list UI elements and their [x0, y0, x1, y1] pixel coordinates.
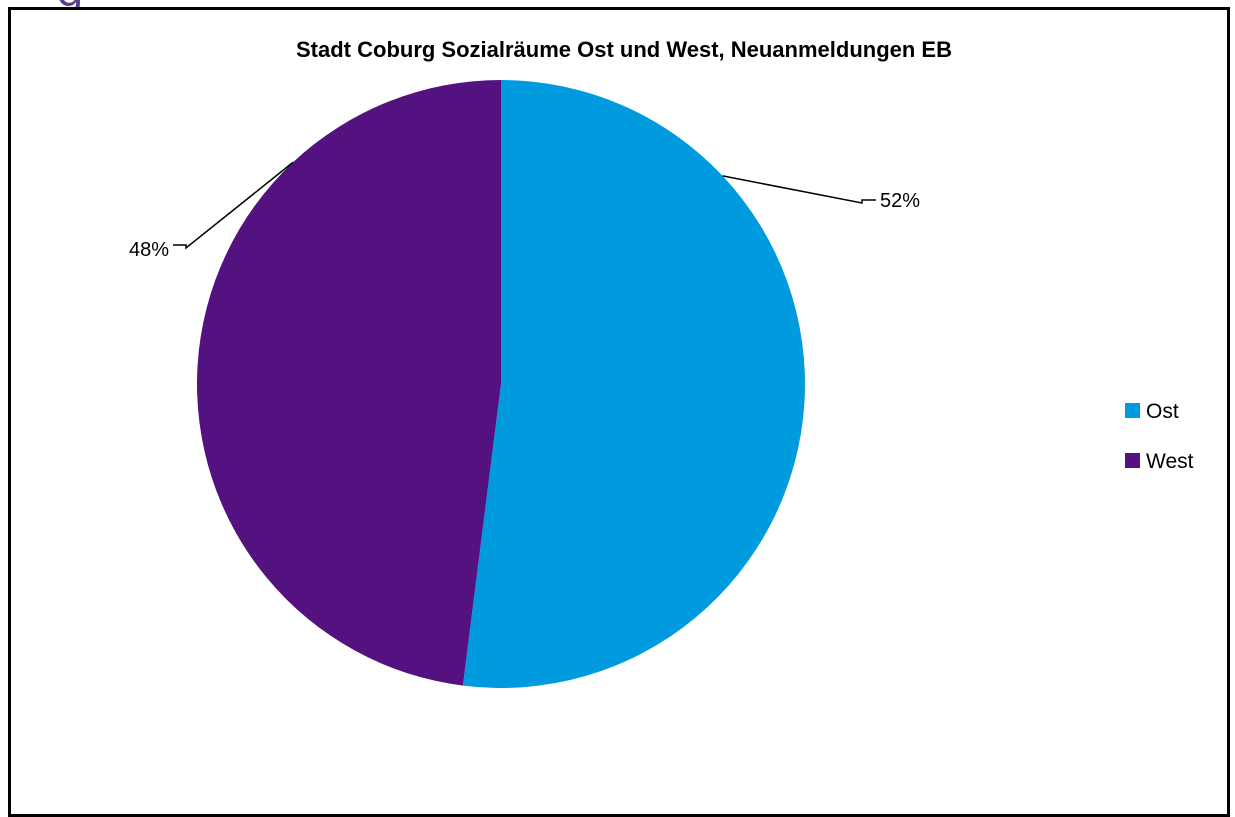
- pie-slice-ost: [462, 80, 805, 688]
- pie-slice-west: [196, 79, 502, 686]
- chart-title: Stadt Coburg Sozialräume Ost und West, N…: [296, 37, 952, 62]
- legend-label-west: West: [1146, 450, 1194, 473]
- pie-slices: [196, 79, 805, 688]
- legend-label-ost: Ost: [1146, 400, 1179, 423]
- data-label-leaders: [173, 161, 876, 250]
- data-label-ost: 52%: [880, 190, 920, 212]
- legend-swatch-west: [1125, 453, 1140, 468]
- data-labels: 52% 48%: [129, 190, 920, 261]
- leader-line-ost: [722, 175, 876, 204]
- leader-line-west: [173, 161, 294, 250]
- data-label-west: 48%: [129, 239, 169, 261]
- legend: Ost West: [1125, 400, 1194, 473]
- legend-swatch-ost: [1125, 403, 1140, 418]
